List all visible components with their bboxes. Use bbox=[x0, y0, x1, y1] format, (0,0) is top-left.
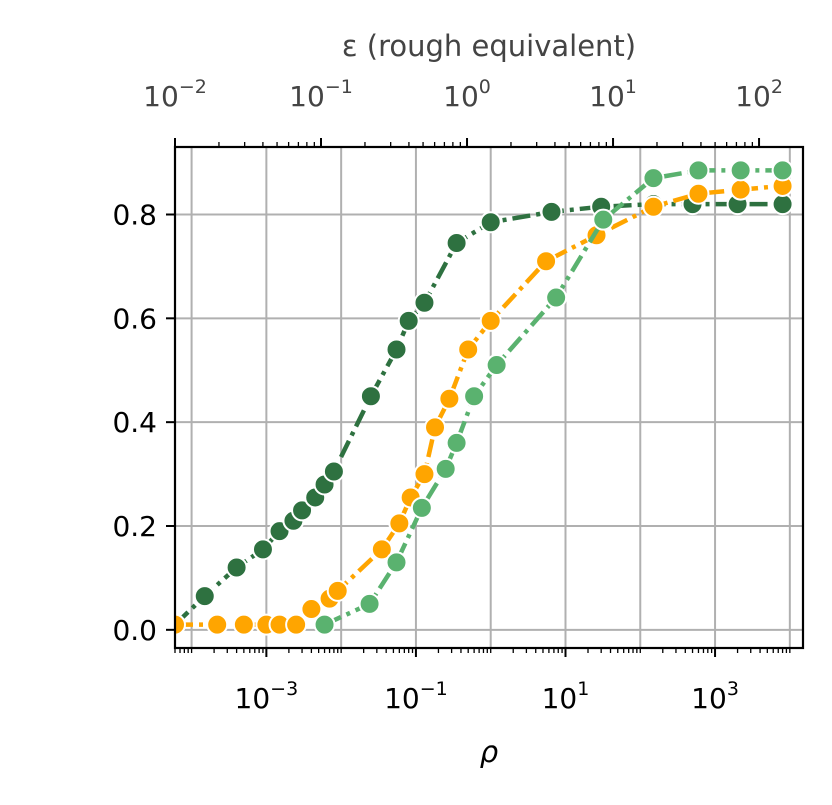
data-point bbox=[370, 538, 393, 561]
data-point bbox=[479, 211, 502, 234]
y-tick-label: 0.4 bbox=[112, 406, 157, 439]
data-point bbox=[397, 309, 420, 332]
data-point bbox=[313, 613, 336, 636]
series-0 bbox=[175, 193, 794, 636]
plot-frame bbox=[173, 145, 805, 650]
series-layer bbox=[175, 159, 794, 636]
series-line bbox=[175, 201, 783, 627]
y-tick-label: 0.8 bbox=[112, 198, 157, 231]
data-point bbox=[291, 499, 314, 522]
x-tick-label: 10−3 bbox=[235, 678, 299, 715]
data-point bbox=[326, 579, 349, 602]
data-point bbox=[385, 338, 408, 361]
axes: 0.0 0.2 0.4 0.6 0.8 10−3 10−1 101 103 10−2 10−1 100… bbox=[112, 76, 791, 715]
series-line bbox=[175, 183, 783, 627]
data-point bbox=[535, 250, 558, 273]
top-x-tick-label: 100 bbox=[443, 76, 491, 113]
top-x-tick-label: 102 bbox=[735, 76, 783, 113]
data-point bbox=[687, 182, 710, 205]
data-point bbox=[463, 385, 486, 408]
data-point bbox=[413, 463, 436, 486]
x-tick-label: 101 bbox=[542, 678, 590, 715]
top-x-axis-label: ε (rough equivalent) bbox=[342, 29, 636, 63]
data-point bbox=[424, 416, 447, 439]
data-point bbox=[232, 613, 255, 636]
data-point bbox=[729, 178, 752, 201]
data-point bbox=[410, 496, 433, 519]
series-2 bbox=[313, 159, 794, 636]
data-point bbox=[642, 167, 665, 190]
data-point bbox=[322, 460, 345, 483]
data-point bbox=[251, 538, 274, 561]
data-point bbox=[592, 208, 615, 231]
data-point bbox=[388, 512, 411, 535]
data-point bbox=[300, 598, 323, 621]
data-point bbox=[445, 431, 468, 454]
data-point bbox=[479, 309, 502, 332]
top-x-tick-label: 10−2 bbox=[143, 76, 207, 113]
data-point bbox=[434, 457, 457, 480]
data-point bbox=[457, 338, 480, 361]
top-x-tick-label: 101 bbox=[589, 76, 637, 113]
data-point bbox=[687, 159, 710, 182]
data-point bbox=[206, 613, 229, 636]
x-tick-label: 103 bbox=[691, 678, 739, 715]
y-tick-label: 0.6 bbox=[112, 302, 157, 335]
data-point bbox=[438, 387, 461, 410]
data-point bbox=[193, 585, 216, 608]
data-point bbox=[771, 159, 794, 182]
top-x-tick-label: 10−1 bbox=[289, 76, 353, 113]
data-point bbox=[285, 613, 308, 636]
data-point bbox=[771, 193, 794, 216]
data-point bbox=[445, 232, 468, 255]
data-point bbox=[358, 592, 381, 615]
data-point bbox=[642, 195, 665, 218]
series-1 bbox=[175, 174, 794, 636]
y-tick-label: 0.0 bbox=[112, 614, 157, 647]
y-tick-label: 0.2 bbox=[112, 510, 157, 543]
data-point bbox=[359, 385, 382, 408]
data-point bbox=[385, 551, 408, 574]
data-point bbox=[545, 286, 568, 309]
data-point bbox=[175, 613, 186, 636]
x-tick-label: 10−1 bbox=[384, 678, 448, 715]
data-point bbox=[540, 200, 563, 223]
x-axis-label: ρ bbox=[480, 735, 499, 769]
data-point bbox=[729, 159, 752, 182]
data-point bbox=[485, 354, 508, 377]
data-point bbox=[225, 556, 248, 579]
data-point bbox=[413, 291, 436, 314]
